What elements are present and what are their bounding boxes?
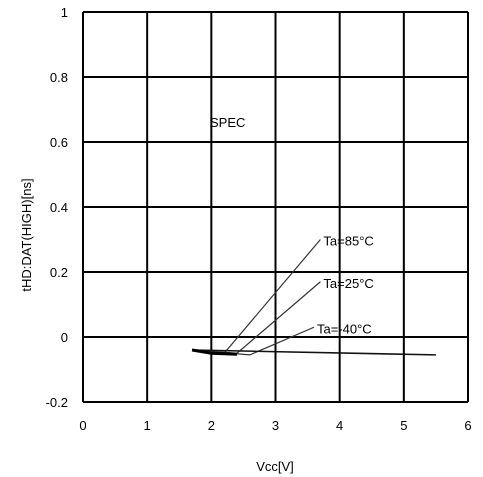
series-label: Ta=25°C (323, 276, 373, 291)
x-tick-label: 3 (272, 418, 279, 433)
y-tick-label: 0.4 (50, 200, 68, 215)
annotation-spec: SPEC (210, 115, 245, 130)
y-tick-label: 0.6 (50, 135, 68, 150)
x-tick-label: 4 (336, 418, 343, 433)
curve-cluster (191, 348, 238, 356)
x-tick-label: 2 (208, 418, 215, 433)
x-tick-label: 5 (400, 418, 407, 433)
x-axis-label: Vcc[V] (256, 459, 294, 474)
series-line (192, 326, 315, 356)
y-tick-label: 0.8 (50, 70, 68, 85)
x-tick-label: 6 (464, 418, 471, 433)
tick-labels: 0 1 2 3 4 5 6 -0.2 0 0.2 0.4 0.6 0.8 1 (46, 5, 472, 433)
series-label: Ta=85°C (323, 234, 373, 249)
x-tick-label: 0 (79, 418, 86, 433)
series-line (192, 349, 436, 356)
y-tick-label: 0 (61, 330, 68, 345)
x-tick-label: 1 (144, 418, 151, 433)
y-tick-label: -0.2 (46, 395, 68, 410)
series-label: Ta=-40°C (317, 321, 372, 336)
y-tick-label: 1 (61, 5, 68, 20)
y-axis-label: tHD:DAT(HIGH)[ns] (19, 178, 34, 291)
series-layer (191, 239, 436, 356)
y-tick-label: 0.2 (50, 265, 68, 280)
series-labels: Ta=85°C Ta=25°C Ta=-40°C (317, 234, 374, 337)
grid (82, 11, 469, 403)
